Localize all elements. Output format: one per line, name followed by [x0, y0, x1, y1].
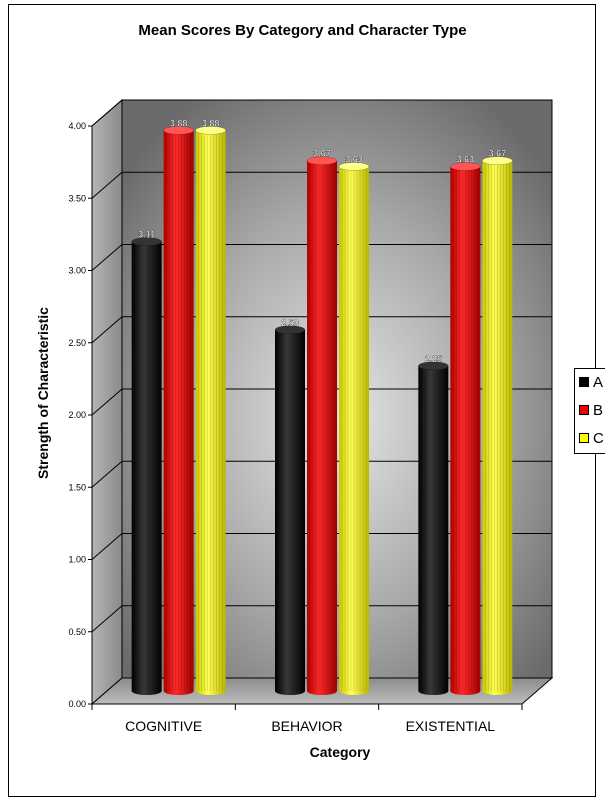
- chart-title: Mean Scores By Category and Character Ty…: [138, 22, 467, 39]
- data-label: 3.63: [345, 154, 363, 164]
- x-tick-label: COGNITIVE: [125, 718, 202, 734]
- bar-a-behavior: [274, 325, 306, 695]
- legend-label-c: C: [593, 429, 604, 447]
- data-label: 3.88: [170, 118, 188, 128]
- bar-b-behavior: [306, 156, 338, 695]
- bar-c-cognitive: [195, 126, 226, 695]
- x-axis-title: Category: [309, 744, 371, 760]
- bar-b-cognitive: [163, 126, 194, 695]
- y-tick-label: 0.50: [68, 627, 86, 637]
- y-tick-label: 4.00: [68, 121, 86, 131]
- legend: A B C: [574, 368, 605, 454]
- data-label: 3.67: [489, 149, 507, 159]
- gridline-side: [91, 244, 123, 271]
- legend-swatch-c: [579, 433, 589, 443]
- bar-a-cognitive: [131, 237, 162, 695]
- data-label: 3.88: [202, 118, 220, 128]
- data-label: 3.63: [457, 154, 475, 164]
- legend-item-c: C: [579, 427, 604, 449]
- legend-swatch-a: [579, 377, 589, 387]
- bar-a-existential: [418, 361, 449, 695]
- gridline-side: [91, 460, 123, 488]
- legend-item-a: A: [579, 371, 603, 393]
- bar-c-behavior: [338, 162, 370, 695]
- gridline-side: [91, 171, 123, 199]
- data-label: 2.25: [425, 354, 443, 364]
- y-tick-label: 3.50: [68, 193, 86, 203]
- y-tick-label: 3.00: [68, 266, 86, 276]
- legend-item-b: B: [579, 399, 603, 421]
- legend-label-b: B: [593, 401, 604, 419]
- bar-c-existential: [482, 156, 513, 695]
- y-tick-label: 2.50: [68, 338, 86, 348]
- y-axis-title: Strength of Characteristic: [35, 307, 51, 479]
- x-tick-label: EXISTENTIAL: [406, 718, 496, 734]
- data-label: 2.50: [281, 318, 299, 328]
- y-tick-label: 1.50: [68, 482, 86, 492]
- gridline-side: [91, 605, 123, 633]
- gridline-side: [91, 316, 123, 344]
- data-label: 3.67: [313, 149, 331, 159]
- legend-label-a: A: [593, 373, 604, 391]
- x-tick-label: BEHAVIOR: [271, 718, 342, 734]
- y-tick-label: 2.00: [68, 410, 86, 420]
- gridline-side: [91, 388, 123, 416]
- bar-b-existential: [450, 162, 481, 695]
- y-tick-label: 1.00: [68, 555, 86, 565]
- y-tick-label: 0.00: [68, 699, 86, 709]
- gridline-side: [91, 99, 123, 127]
- legend-swatch-b: [579, 405, 589, 415]
- data-label: 3.11: [138, 230, 155, 240]
- gridline-side: [91, 533, 123, 560]
